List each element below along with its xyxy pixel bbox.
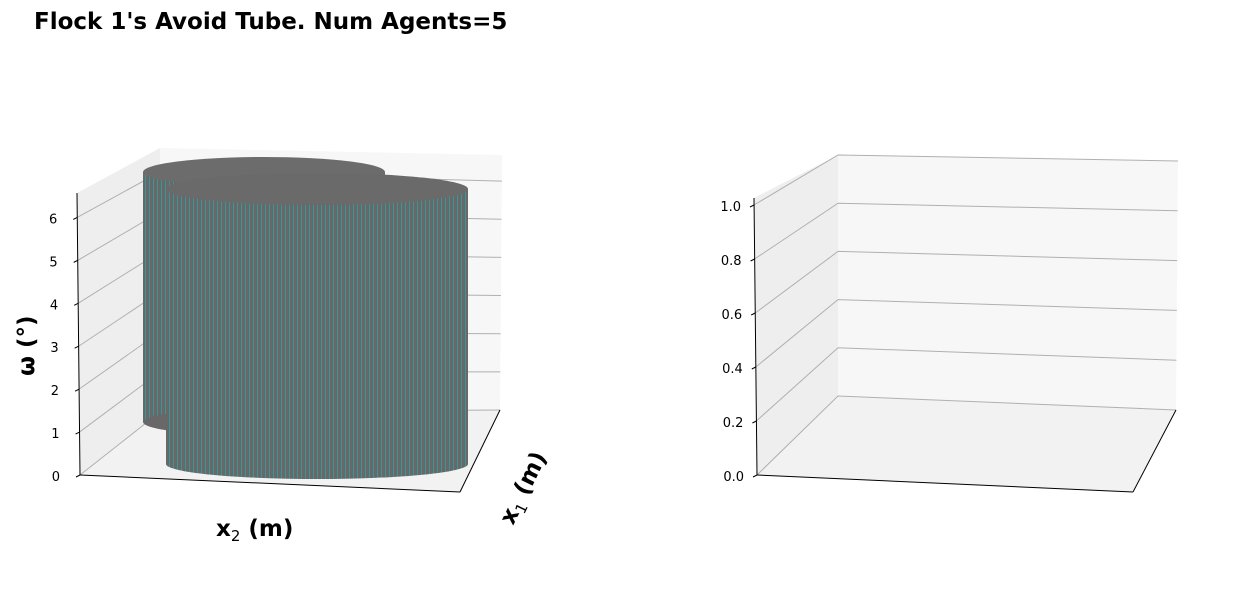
z-tick-label: 0	[52, 470, 60, 485]
z-tick-mark	[73, 302, 79, 306]
z-tick-mark	[752, 474, 758, 478]
x-axis-line	[756, 474, 1134, 493]
z-gridline	[754, 202, 1178, 260]
left-side-pane	[754, 155, 838, 475]
z-tick-mark	[73, 259, 78, 263]
z-tick-mark	[74, 388, 80, 392]
empty-3d-axes: 0.0 0.2 0.4 0.6 0.8 1.0	[720, 154, 1179, 493]
z-tick-label: 1	[51, 427, 59, 442]
z-tick-mark	[75, 474, 81, 478]
x1-axis-line	[459, 409, 501, 493]
x1-axis-label: x1 (m)	[495, 448, 555, 530]
z-axis-label: ω (°)	[14, 315, 40, 376]
back-pane	[838, 155, 1178, 410]
floor-pane	[757, 396, 1176, 492]
z-gridline	[756, 347, 1177, 422]
avoid-tube-cylinder-front	[166, 173, 468, 479]
z-gridline	[754, 250, 1178, 314]
z-gridline	[756, 395, 1177, 476]
z-tick-mark	[73, 217, 78, 220]
z-tick-label: 4	[50, 298, 58, 313]
z-tick-label: 0.8	[721, 254, 742, 269]
left-side-pane	[77, 148, 160, 475]
z-tick-label: 0.2	[723, 416, 744, 431]
z-tick-mark	[751, 366, 757, 370]
z-tick-mark	[752, 420, 757, 424]
z-tick-label: 1.0	[720, 200, 741, 215]
z-gridlines	[753, 154, 1179, 476]
z-tick-label: 2	[51, 384, 59, 399]
z-tick-label: 0.4	[722, 362, 743, 377]
z-tick-labels: 0 1 2 3 4 5 6	[49, 212, 81, 485]
tube-3d-axes: 0 1 2 3 4 5 6 x2 (m) x1 (m) ω (°)	[14, 148, 555, 545]
x2-axis-label: x2 (m)	[216, 516, 293, 545]
z-tick-label: 3	[50, 341, 58, 356]
z-tick-mark	[750, 312, 756, 316]
z-tick-mark	[74, 345, 79, 349]
z-gridline	[753, 154, 1179, 206]
z-axis-line	[753, 197, 758, 476]
z-tick-label: 0.6	[722, 308, 743, 323]
z-tick-mark	[750, 258, 755, 262]
y-axis-line	[1132, 409, 1177, 493]
z-tick-label: 6	[49, 212, 57, 227]
z-gridline	[755, 299, 1177, 368]
z-tick-label: 5	[49, 255, 57, 270]
z-axis-line	[76, 192, 81, 476]
z-tick-label: 0.0	[723, 470, 744, 485]
figure-title: Flock 1's Avoid Tube. Num Agents=5	[34, 9, 507, 35]
z-tick-mark	[75, 431, 80, 435]
z-tick-mark	[749, 204, 755, 208]
x2-axis-line	[79, 474, 461, 493]
z-tick-labels: 0.0 0.2 0.4 0.6 0.8 1.0	[720, 200, 758, 485]
